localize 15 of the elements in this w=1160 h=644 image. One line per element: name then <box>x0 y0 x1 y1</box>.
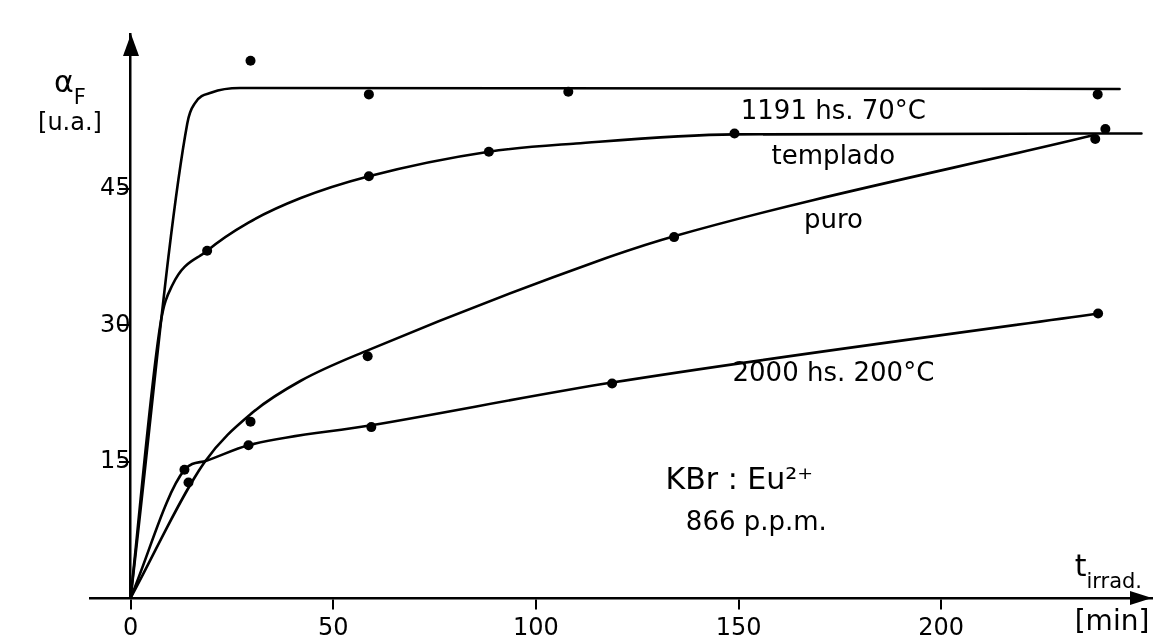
series-label: 1191 hs. 70°C <box>740 94 927 125</box>
y-tick-label: 45 <box>99 173 131 202</box>
text: [min] <box>1074 604 1150 637</box>
annotation: KBr : Eu²⁺ <box>665 460 814 496</box>
annotation: 866 p.p.m. <box>685 505 827 536</box>
x-tick-label: 150 <box>715 612 762 641</box>
x-tick-label: 0 <box>122 612 139 641</box>
series-label: 2000 hs. 200°C <box>732 357 935 388</box>
x-tick-label: 50 <box>317 612 349 641</box>
series-label: templado <box>771 140 896 171</box>
y-tick-label: 30 <box>99 309 131 338</box>
x-tick-label: 200 <box>918 612 965 641</box>
x-tick-label: 100 <box>512 612 559 641</box>
series-label: puro <box>803 203 863 234</box>
y-tick-label: 15 <box>99 445 131 474</box>
